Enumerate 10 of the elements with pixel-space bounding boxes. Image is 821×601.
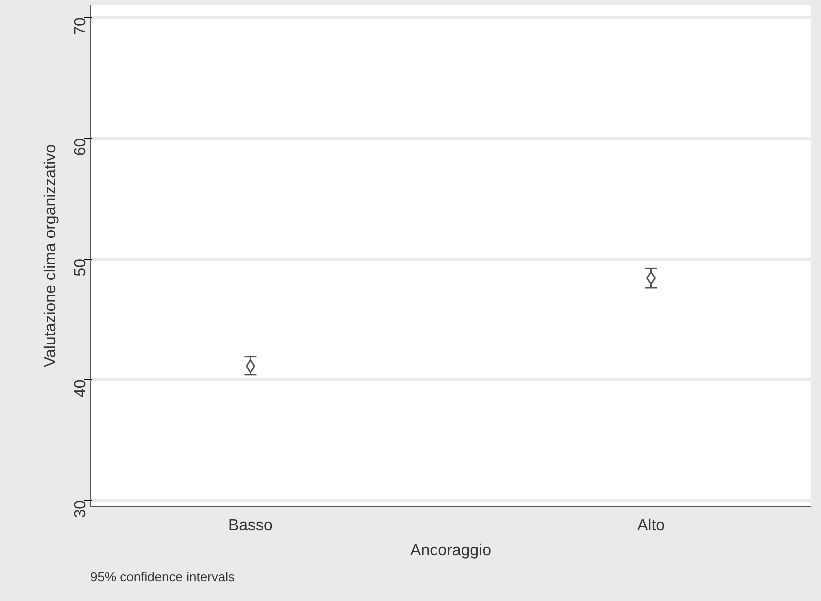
y-tick-label: 60 (72, 138, 90, 156)
y-axis-title: Valutazione clima organizzativo (42, 144, 60, 368)
y-tick-label: 40 (72, 380, 90, 398)
x-axis-title: Ancoraggio (410, 542, 492, 560)
x-tick-label: Alto (637, 518, 666, 534)
y-tick-label: 50 (72, 258, 90, 277)
y-tick-label: 70 (72, 17, 90, 36)
y-tick-label: 30 (72, 500, 90, 518)
text: 95% confidence intervals (90, 570, 236, 584)
x-tick-label: Basso (228, 518, 274, 534)
